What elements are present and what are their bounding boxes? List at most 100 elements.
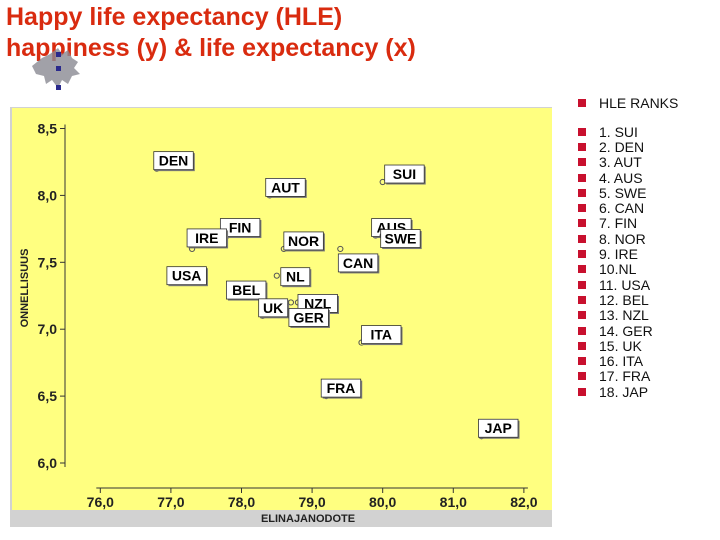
university-logo-icon bbox=[32, 48, 80, 90]
point-label-box bbox=[153, 151, 194, 171]
point-label-box bbox=[380, 229, 421, 248]
y-tick-label: 7,5 bbox=[38, 254, 58, 270]
point-label: SWE bbox=[384, 231, 416, 247]
point-label: NL bbox=[286, 269, 305, 285]
legend-item: 14. GER bbox=[578, 322, 718, 339]
legend-bullet bbox=[578, 173, 586, 182]
data-point-nor: NOR bbox=[280, 231, 325, 253]
data-point-ire: IRE bbox=[186, 228, 229, 253]
scatter-chart: 6,0 6,5 7,0 7,5 8,0 8,5 76,0 77,0 78,0 79,0 80,0 8… bbox=[12, 108, 552, 525]
data-point-nl: NL bbox=[273, 267, 312, 288]
x-tick-label: 81,0 bbox=[440, 494, 467, 510]
legend-item-label: 17. FRA bbox=[599, 368, 651, 385]
legend-item-label: 18. JAP bbox=[599, 383, 649, 400]
legend-item-label: 4. AUS bbox=[599, 169, 643, 186]
legend-item-label: 15. UK bbox=[599, 337, 642, 354]
x-tick-label: 82,0 bbox=[510, 494, 537, 510]
x-tick-label: 80,0 bbox=[369, 494, 396, 510]
legend-item: 3. AUT bbox=[578, 154, 718, 171]
point-label: BEL bbox=[232, 282, 260, 298]
legend-bullet bbox=[578, 265, 586, 274]
point-label-box bbox=[186, 228, 227, 248]
x-axis-label: ELINAJANODOTE bbox=[261, 513, 355, 525]
data-point-aut: AUT bbox=[265, 178, 307, 199]
data-point-ita: ITA bbox=[358, 325, 403, 346]
legend-item: 5. SWE bbox=[578, 185, 718, 201]
legend-heading-row: HLE RANKS bbox=[578, 94, 718, 112]
point-label: CAN bbox=[343, 255, 373, 271]
legend-item-label: 13. NZL bbox=[599, 307, 649, 324]
point-label: ITA bbox=[370, 327, 392, 343]
point-label-box bbox=[226, 280, 267, 300]
x-axis: 76,0 77,0 78,0 79,0 80,0 81,0 82,0 bbox=[87, 487, 538, 510]
y-tick-label: 6,0 bbox=[38, 455, 58, 471]
data-point-sui: SUI bbox=[379, 164, 426, 186]
legend-item: 17. FRA bbox=[578, 368, 718, 385]
legend-bullet bbox=[578, 219, 586, 228]
legend-item: 10.NL bbox=[578, 261, 718, 278]
point-label: UK bbox=[263, 300, 283, 316]
data-point-den: DEN bbox=[153, 151, 195, 172]
legend-list: 1. SUI 2. DEN 3. AUT 4. AUS 5. SWE 6. CAN 7. F… bbox=[578, 123, 718, 400]
point-marker bbox=[337, 245, 344, 253]
data-point-usa: USA bbox=[166, 266, 208, 287]
point-label-box bbox=[320, 378, 362, 398]
x-tick-label: 79,0 bbox=[298, 494, 325, 510]
data-point-fin: FIN bbox=[219, 218, 262, 239]
legend-item-label: 12. BEL bbox=[599, 291, 649, 308]
legend-item-label: 16. ITA bbox=[599, 353, 644, 370]
legend-bullet bbox=[578, 357, 586, 366]
legend-bullet bbox=[578, 295, 586, 304]
legend-item: 8. NOR bbox=[578, 231, 718, 247]
point-label: SUI bbox=[393, 166, 416, 182]
point-label-box bbox=[384, 164, 425, 184]
y-tick-label: 8,5 bbox=[38, 121, 58, 137]
point-marker bbox=[273, 272, 280, 279]
legend: HLE RANKS 1. SUI 2. DEN 3. AUT 4. AUS 5. SWE… bbox=[578, 94, 718, 400]
y-tick-label: 8,0 bbox=[38, 187, 58, 203]
point-label: GER bbox=[293, 309, 323, 325]
point-label-box bbox=[361, 325, 402, 344]
legend-item: 15. UK bbox=[578, 337, 718, 354]
point-label: NOR bbox=[288, 233, 319, 249]
point-label-box bbox=[288, 308, 329, 327]
legend-item: 7. FIN bbox=[578, 215, 718, 232]
legend-item-label: 14. GER bbox=[599, 322, 653, 339]
legend-bullet bbox=[578, 311, 586, 320]
point-label-box bbox=[258, 298, 289, 318]
y-axis-label: ONNELLISUUS bbox=[19, 249, 31, 328]
legend-item-label: 3. AUT bbox=[599, 154, 642, 171]
legend-item: 1. SUI bbox=[578, 123, 718, 140]
legend-item-label: 10.NL bbox=[599, 261, 637, 278]
point-label: FRA bbox=[327, 380, 356, 396]
title-line-1: Happy life expectancy (HLE) bbox=[6, 3, 343, 31]
data-point-fra: FRA bbox=[320, 378, 363, 400]
legend-bullet bbox=[578, 158, 586, 167]
legend-item: 11. USA bbox=[578, 277, 718, 293]
legend-item-label: 9. IRE bbox=[599, 246, 638, 263]
point-label-box bbox=[265, 178, 306, 197]
y-axis: 6,0 6,5 7,0 7,5 8,0 8,5 bbox=[38, 121, 66, 471]
legend-item-label: 2. DEN bbox=[599, 138, 645, 155]
legend-bullet bbox=[578, 372, 586, 381]
title-line-2: happiness (y) & life expectancy (x) bbox=[6, 34, 416, 62]
point-label-box bbox=[283, 231, 324, 251]
legend-item-label: 6. CAN bbox=[599, 200, 645, 217]
legend-bullet bbox=[578, 280, 586, 289]
legend-bullet bbox=[578, 188, 586, 197]
legend-item-label: 1. SUI bbox=[599, 123, 638, 140]
data-point-can: CAN bbox=[337, 245, 380, 274]
legend-item: 16. ITA bbox=[578, 353, 718, 370]
legend-bullet bbox=[578, 127, 586, 136]
legend-bullet bbox=[578, 341, 586, 350]
y-tick-label: 7,0 bbox=[38, 321, 58, 337]
legend-item-label: 7. FIN bbox=[599, 215, 638, 232]
data-point-jap: JAP bbox=[478, 418, 520, 440]
point-label: JAP bbox=[485, 420, 512, 436]
legend-item: 2. DEN bbox=[578, 138, 718, 155]
data-point-uk: UK bbox=[258, 298, 290, 319]
point-label: AUT bbox=[271, 179, 300, 195]
point-label-box bbox=[478, 418, 519, 438]
legend-bullet bbox=[578, 387, 586, 396]
